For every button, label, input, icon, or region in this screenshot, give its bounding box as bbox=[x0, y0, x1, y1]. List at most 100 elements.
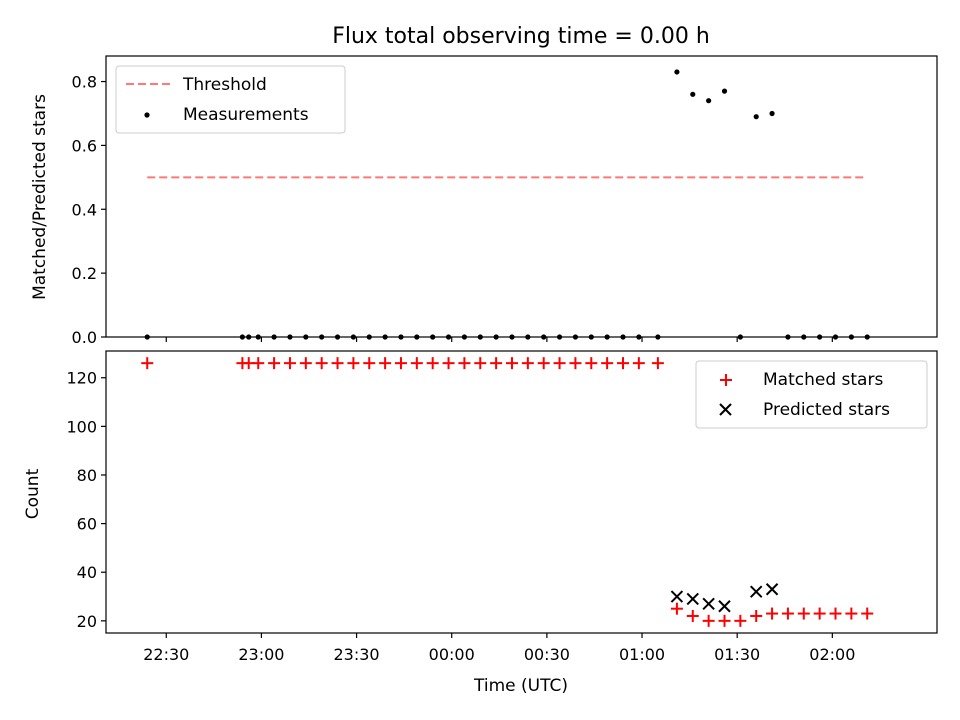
x-tick-label: 00:00 bbox=[429, 645, 475, 664]
top-y-tick-label: 0.4 bbox=[72, 200, 97, 219]
x-tick-label: 23:00 bbox=[238, 645, 284, 664]
predicted-star-point bbox=[686, 592, 699, 606]
matched-star-point bbox=[670, 602, 683, 615]
predicted-legend-swatch bbox=[719, 403, 732, 416]
cross-diagonal-b bbox=[670, 590, 684, 603]
matched-star-point bbox=[347, 357, 360, 370]
predicted-star-point bbox=[750, 585, 763, 598]
bottom-legend-box bbox=[695, 360, 928, 429]
count-points bbox=[141, 357, 874, 627]
matched-star-point bbox=[616, 357, 629, 370]
bottom-y-tick-label: 100 bbox=[66, 417, 97, 436]
matched-star-point bbox=[394, 357, 407, 370]
predicted-legend-label: Predicted stars bbox=[763, 400, 890, 420]
matched-star-point bbox=[537, 357, 550, 370]
matched-star-point bbox=[718, 614, 731, 627]
matched-star-point bbox=[861, 607, 874, 620]
matched-star-point bbox=[750, 609, 763, 622]
measurement-point bbox=[690, 91, 696, 97]
top-y-tick-label: 0.6 bbox=[72, 136, 97, 155]
matched-star-point bbox=[781, 607, 794, 620]
top-y-tick-label: 0.0 bbox=[72, 328, 97, 347]
matched-star-point bbox=[283, 357, 296, 370]
x-tick-label: 00:30 bbox=[524, 645, 570, 664]
matched-star-point bbox=[315, 357, 328, 370]
matched-star-point bbox=[553, 357, 566, 370]
matched-star-point bbox=[521, 357, 534, 370]
matched-star-point bbox=[363, 357, 376, 370]
matched-star-point bbox=[702, 614, 715, 627]
predicted-star-point bbox=[702, 597, 715, 611]
x-tick-label: 02:00 bbox=[809, 645, 855, 664]
predicted-star-point bbox=[670, 590, 684, 603]
matched-star-point bbox=[829, 607, 842, 620]
matched-star-point bbox=[474, 357, 487, 370]
measurements-legend-swatch bbox=[144, 112, 150, 118]
measurement-point bbox=[769, 110, 775, 117]
cross-diagonal-b bbox=[718, 600, 731, 613]
bottom-y-tick-label: 40 bbox=[77, 563, 97, 582]
x-tick-label: 23:30 bbox=[334, 645, 380, 664]
chart-title: Flux total observing time = 0.00 h bbox=[332, 24, 710, 49]
matched-star-point bbox=[410, 357, 423, 370]
top-plot: Matched/Predicted stars 0.00.20.40.60.8 … bbox=[30, 55, 938, 347]
bottom-x-ticks: 22:30 23:00 23:30 00:00 00:30 01:00 01:30 02:00 bbox=[143, 633, 855, 664]
cross-diagonal-b bbox=[750, 585, 763, 598]
matched-star-point bbox=[585, 357, 598, 370]
matched-star-point bbox=[141, 357, 154, 370]
matched-star-point bbox=[458, 357, 471, 370]
measurement-point bbox=[674, 69, 680, 75]
matched-star-point bbox=[331, 357, 344, 370]
bottom-y-axis-label: Count bbox=[23, 468, 43, 519]
threshold-legend-label: Threshold bbox=[182, 75, 267, 95]
matched-star-point bbox=[813, 607, 826, 620]
matched-legend-swatch bbox=[720, 374, 732, 386]
matched-star-point bbox=[569, 357, 582, 370]
top-y-tick-label: 0.8 bbox=[72, 73, 97, 92]
cross-diagonal-b bbox=[702, 597, 715, 611]
top-plot-frame bbox=[105, 55, 938, 338]
x-axis-label: Time (UTC) bbox=[473, 676, 568, 696]
matched-star-point bbox=[845, 607, 858, 620]
matched-star-point bbox=[252, 357, 265, 370]
predicted-star-point bbox=[718, 600, 731, 613]
top-legend: Threshold Measurements bbox=[115, 65, 346, 134]
matched-star-point bbox=[426, 357, 439, 370]
matched-star-point bbox=[490, 357, 503, 370]
bottom-y-ticks: 20 40 60 80 100 120 bbox=[66, 369, 106, 631]
matched-star-point bbox=[651, 357, 664, 370]
bottom-y-tick-label: 80 bbox=[77, 466, 97, 485]
measurements-legend-label: Measurements bbox=[183, 105, 309, 125]
x-tick-label: 22:30 bbox=[143, 645, 189, 664]
matched-star-point bbox=[797, 607, 810, 620]
matched-star-point bbox=[268, 357, 281, 370]
matched-star-point bbox=[299, 357, 312, 370]
bottom-plot-frame bbox=[105, 350, 938, 634]
bottom-legend: Matched stars Predicted stars bbox=[695, 360, 928, 429]
top-y-axis-label: Matched/Predicted stars bbox=[30, 94, 50, 300]
matched-star-point bbox=[601, 357, 614, 370]
bottom-plot: Count Time (UTC) 20 40 60 80 100 120 22:30 23:… bbox=[23, 350, 938, 696]
cross-diagonal-b bbox=[765, 583, 779, 596]
matched-star-point bbox=[379, 357, 392, 370]
matched-star-point bbox=[686, 609, 699, 622]
measurement-point bbox=[753, 114, 759, 120]
top-x-ticks bbox=[165, 337, 833, 342]
matched-legend-label: Matched stars bbox=[763, 370, 883, 390]
cross-diagonal-b bbox=[686, 592, 699, 606]
top-y-ticks: 0.0 0.2 0.4 0.6 0.8 bbox=[72, 73, 106, 347]
matched-star-point bbox=[632, 357, 645, 370]
matched-star-point bbox=[766, 607, 779, 620]
bottom-y-tick-label: 60 bbox=[77, 515, 97, 534]
bottom-y-tick-label: 120 bbox=[66, 369, 97, 388]
x-tick-label: 01:30 bbox=[714, 645, 760, 664]
matched-star-point bbox=[442, 357, 455, 370]
predicted-star-point bbox=[765, 583, 779, 596]
top-legend-box bbox=[115, 65, 346, 134]
measurement-point bbox=[706, 98, 712, 104]
x-tick-label: 01:00 bbox=[619, 645, 665, 664]
measurement-point bbox=[721, 88, 728, 94]
matched-star-point bbox=[505, 357, 518, 370]
matched-star-point bbox=[734, 614, 747, 627]
